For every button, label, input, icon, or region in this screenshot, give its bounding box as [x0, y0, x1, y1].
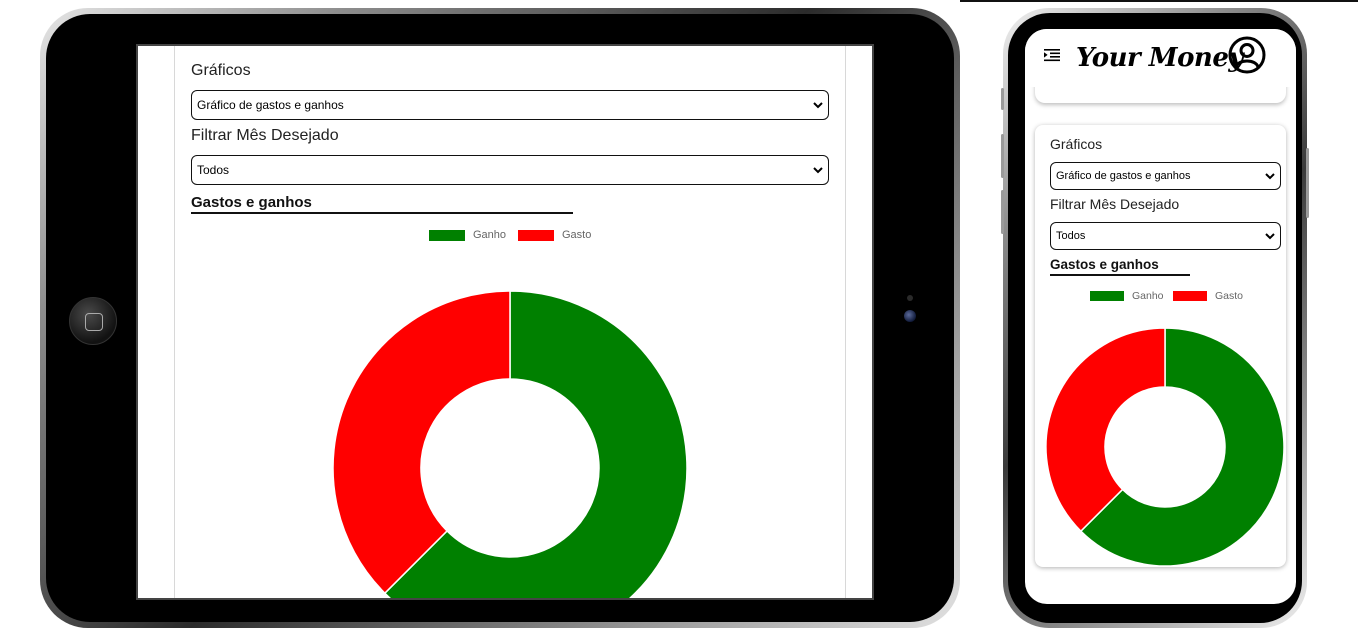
- month-select[interactable]: Todos: [191, 155, 829, 185]
- chevron-down-icon: [1265, 233, 1275, 240]
- mute-switch: [1001, 88, 1004, 110]
- legend-swatch-gasto: [1173, 291, 1207, 301]
- donut-slice-gasto[interactable]: [1045, 327, 1166, 533]
- section-title: Gastos e ganhos: [191, 194, 312, 211]
- section-title: Gastos e ganhos: [1050, 257, 1159, 272]
- chart-select[interactable]: Gráfico de gastos e ganhos: [1050, 162, 1281, 190]
- legend-item-gasto[interactable]: Gasto: [1173, 290, 1243, 302]
- month-select[interactable]: Todos: [1050, 222, 1281, 250]
- app-logo: Your Money: [1076, 43, 1243, 73]
- volume-up-button: [1001, 134, 1004, 178]
- tablet-bezel: Gráficos Gráfico de gastos e ganhos Filt…: [46, 14, 954, 622]
- month-select-value: Todos: [197, 163, 230, 177]
- charts-label: Gráficos: [1050, 136, 1103, 152]
- month-filter-label: Filtrar Mês Desejado: [191, 127, 339, 144]
- power-button: [1306, 148, 1309, 218]
- phone-device: Your Money Gráficos Gráfico de gastos e …: [1001, 8, 1309, 628]
- legend-item-gasto[interactable]: Gasto: [518, 229, 591, 241]
- camera-icon: [904, 310, 916, 322]
- tablet-screen: Gráficos Gráfico de gastos e ganhos Filt…: [136, 44, 874, 600]
- legend-label-ganho: Ganho: [1132, 290, 1164, 302]
- content-panel: Gráficos Gráfico de gastos e ganhos Filt…: [174, 46, 846, 600]
- donut-slice-ganho[interactable]: [383, 290, 688, 600]
- user-circle-icon[interactable]: [1228, 36, 1266, 74]
- phone-screen: Your Money Gráficos Gráfico de gastos e …: [1025, 29, 1296, 604]
- chevron-down-icon: [813, 102, 823, 109]
- chart-card: Gráficos Gráfico de gastos e ganhos Filt…: [1035, 125, 1286, 567]
- legend-label-gasto: Gasto: [1215, 290, 1244, 302]
- chart-select-value: Gráfico de gastos e ganhos: [197, 98, 344, 112]
- chevron-down-icon: [1265, 173, 1275, 180]
- donut-chart: [1045, 327, 1285, 567]
- divider: [960, 0, 1358, 2]
- chart-select-value: Gráfico de gastos e ganhos: [1056, 170, 1191, 182]
- legend-swatch-ganho: [1090, 291, 1124, 301]
- chart-select[interactable]: Gráfico de gastos e ganhos: [191, 90, 829, 120]
- legend-swatch-ganho: [429, 229, 465, 241]
- donut-slice-ganho[interactable]: [1079, 327, 1285, 567]
- legend-swatch-gasto: [518, 229, 554, 241]
- home-square-icon: [85, 313, 103, 331]
- month-filter-label: Filtrar Mês Desejado: [1050, 196, 1180, 212]
- sensor-dot: [907, 295, 913, 301]
- legend-item-ganho[interactable]: Ganho: [1090, 290, 1164, 302]
- charts-label: Gráficos: [191, 62, 251, 79]
- legend-item-ganho[interactable]: Ganho: [429, 229, 506, 241]
- tablet-device: Gráficos Gráfico de gastos e ganhos Filt…: [40, 8, 960, 628]
- month-select-value: Todos: [1056, 230, 1086, 242]
- donut-slice-gasto[interactable]: [332, 290, 511, 595]
- chevron-down-icon: [813, 167, 823, 174]
- volume-down-button: [1001, 190, 1004, 234]
- app-header: Your Money: [1025, 29, 1296, 87]
- menu-indent-icon[interactable]: [1044, 48, 1060, 62]
- phone-bezel: Your Money Gráficos Gráfico de gastos e …: [1008, 13, 1302, 623]
- legend-label-gasto: Gasto: [562, 229, 592, 241]
- home-button[interactable]: [69, 297, 117, 345]
- section-underline: [1050, 274, 1190, 276]
- legend-label-ganho: Ganho: [473, 229, 507, 241]
- section-underline: [191, 212, 573, 214]
